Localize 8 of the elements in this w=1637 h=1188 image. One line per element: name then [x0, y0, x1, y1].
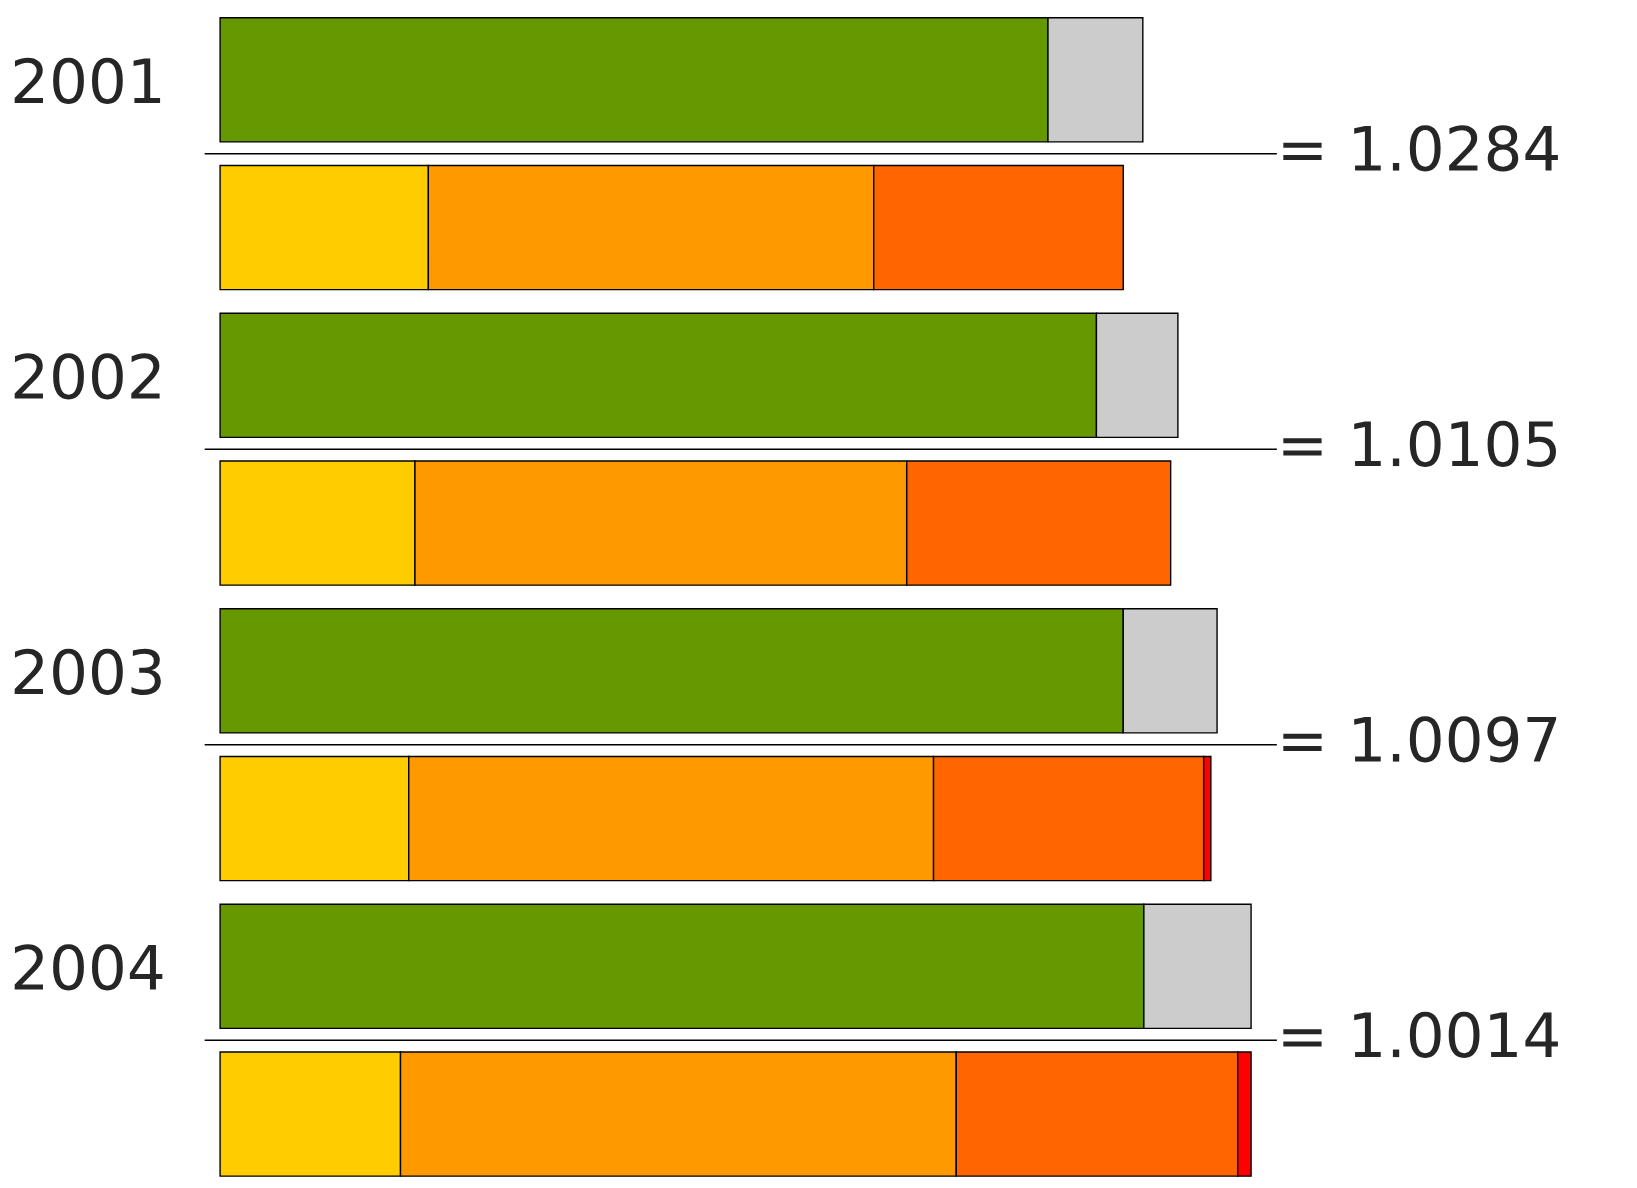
- y-tick-label: 2004: [14, 944, 163, 991]
- text: = 1.0105: [1283, 420, 1556, 467]
- text: = 1.0014: [1283, 1011, 1558, 1058]
- y-tick-label: 2001: [14, 57, 161, 104]
- text: = 1.0284: [1283, 125, 1558, 172]
- y-tick-label: 2002: [14, 353, 160, 400]
- y-tick-label: 2003: [14, 648, 161, 695]
- text: = 1.0097: [1283, 716, 1557, 763]
